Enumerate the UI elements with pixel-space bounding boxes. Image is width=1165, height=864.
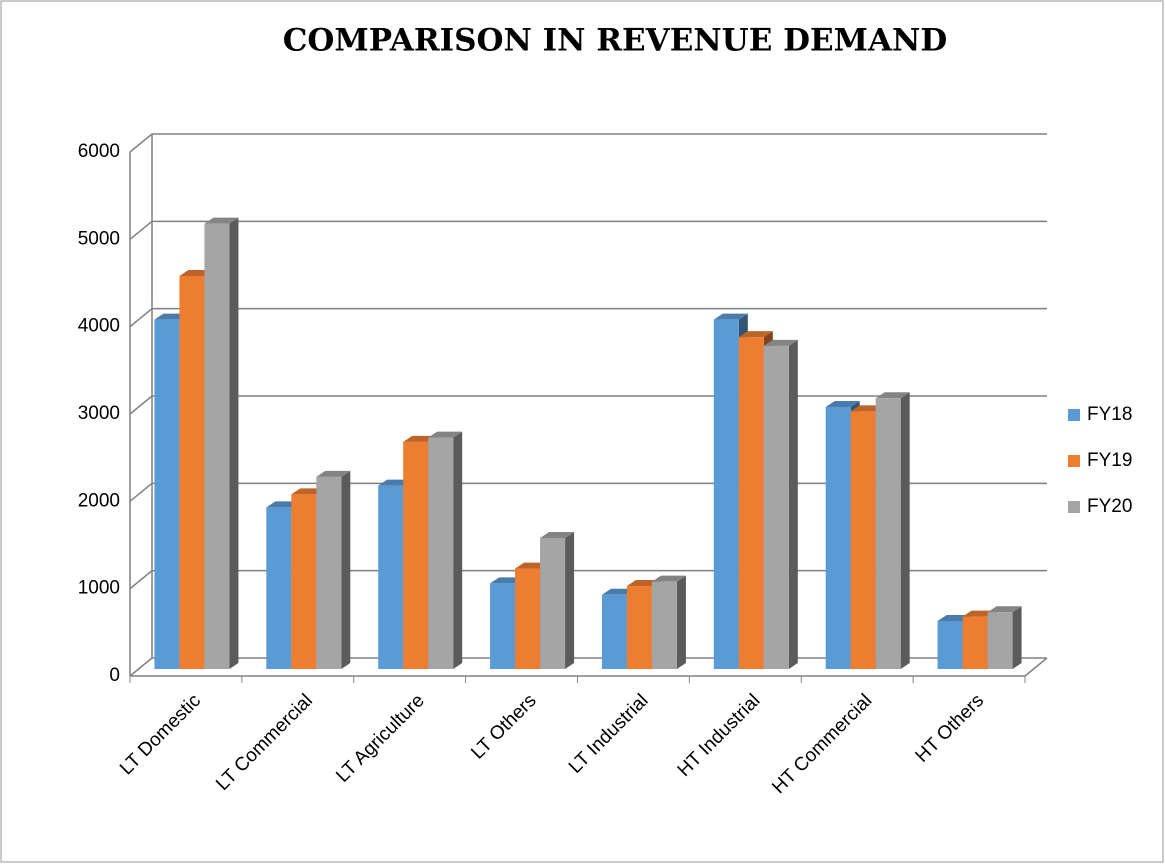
legend-label: FY19 xyxy=(1087,450,1132,471)
bar-top xyxy=(738,331,773,338)
bar-side xyxy=(341,470,351,669)
y-tick-label: 4000 xyxy=(78,316,120,337)
bar xyxy=(987,612,1013,669)
bar xyxy=(763,345,789,669)
bar xyxy=(204,223,230,669)
legend-swatch xyxy=(1068,409,1080,421)
legend-swatch xyxy=(1068,501,1080,513)
y-tick-label: 6000 xyxy=(78,141,120,162)
bar-top xyxy=(428,431,463,438)
bar xyxy=(601,594,627,669)
bar xyxy=(875,398,901,669)
bar xyxy=(154,319,180,669)
bar xyxy=(316,476,342,669)
bar xyxy=(515,568,541,669)
bar-top xyxy=(540,532,575,538)
bar-side xyxy=(900,392,910,669)
bar-side xyxy=(565,532,575,669)
bar-top xyxy=(651,575,686,582)
bar xyxy=(713,319,739,669)
bar-side xyxy=(676,575,686,669)
bar-top xyxy=(875,392,910,399)
y-tick-label: 5000 xyxy=(78,228,120,249)
bar-side xyxy=(229,217,239,669)
bar xyxy=(937,620,963,669)
bar xyxy=(266,507,292,669)
bar-top xyxy=(763,339,798,346)
bar-top xyxy=(316,470,351,477)
bar xyxy=(540,538,566,669)
bar xyxy=(651,581,677,669)
legend-swatch xyxy=(1068,455,1080,467)
bar-top xyxy=(825,401,860,407)
y-tick-label: 3000 xyxy=(78,403,120,424)
bar-top xyxy=(204,217,239,224)
bar xyxy=(428,437,454,669)
bar-top xyxy=(987,606,1022,613)
bar-top xyxy=(713,313,748,320)
bar-side xyxy=(1012,606,1022,669)
bar xyxy=(850,411,876,669)
chart-title: COMPARISON IN REVENUE DEMAND xyxy=(283,23,947,59)
bar xyxy=(962,616,988,669)
bar xyxy=(738,337,764,669)
legend-label: FY20 xyxy=(1087,496,1132,517)
bar-side xyxy=(788,339,798,669)
bar xyxy=(403,441,429,669)
bar xyxy=(378,485,404,669)
bar xyxy=(626,586,652,669)
y-tick-label: 0 xyxy=(109,665,120,686)
bar xyxy=(179,276,205,669)
y-tick-label: 2000 xyxy=(78,490,120,511)
y-tick-label: 1000 xyxy=(78,578,120,599)
bar xyxy=(490,583,516,669)
bar xyxy=(291,494,317,669)
legend-label: FY18 xyxy=(1087,404,1132,425)
bar xyxy=(825,407,851,669)
bar-side xyxy=(453,431,463,669)
